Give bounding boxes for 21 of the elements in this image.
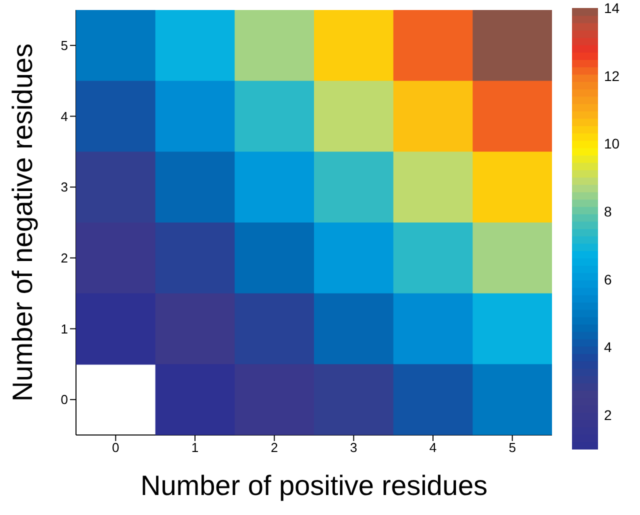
y-tick-label: 2 bbox=[60, 250, 68, 266]
x-tick-label: 4 bbox=[429, 440, 437, 456]
x-tick-label: 0 bbox=[112, 440, 120, 456]
x-tick-label: 5 bbox=[508, 440, 516, 456]
y-axis-title: Number of negative residues bbox=[6, 44, 38, 402]
color-bar-label: 6 bbox=[604, 271, 612, 288]
y-tick-label: 4 bbox=[60, 108, 68, 124]
y-tick-label: 1 bbox=[60, 321, 68, 336]
color-bar-label: 2 bbox=[604, 407, 612, 424]
color-bar-label: 10 bbox=[604, 136, 620, 152]
color-bar-label: 4 bbox=[604, 339, 612, 356]
color-bar-label: 12 bbox=[604, 68, 620, 84]
y-tick-label: 0 bbox=[60, 392, 68, 408]
y-tick-label: 5 bbox=[60, 38, 68, 54]
x-tick-label: 3 bbox=[350, 440, 358, 456]
y-tick-label: 3 bbox=[60, 180, 68, 195]
color-bar-label: 8 bbox=[604, 204, 612, 220]
x-axis-title: Number of positive residues bbox=[140, 470, 488, 501]
x-tick-label: 2 bbox=[270, 440, 278, 456]
x-tick-label: 1 bbox=[191, 440, 199, 456]
color-bar-label: 14 bbox=[604, 0, 620, 16]
